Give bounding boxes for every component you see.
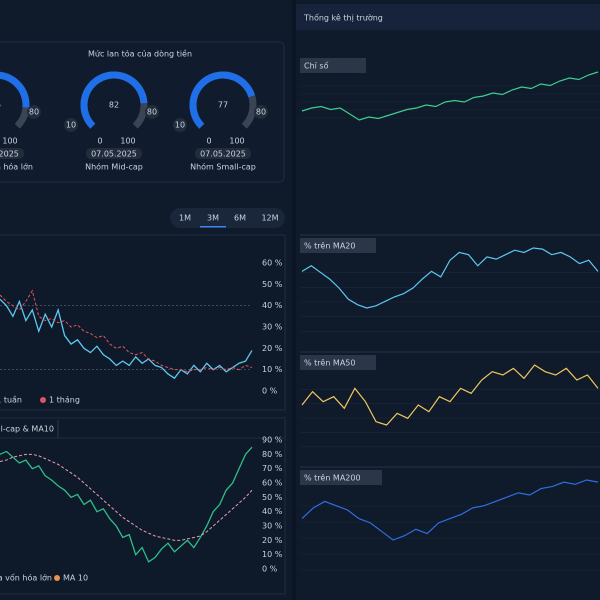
gauge-marker xyxy=(27,105,41,119)
gauge-value xyxy=(0,71,30,108)
gauge-left: 10 xyxy=(66,121,76,130)
legend-dot xyxy=(54,575,60,581)
y-tick-label: 20 % xyxy=(262,344,283,353)
gauge-marker xyxy=(145,105,159,119)
y-tick-label: 40 % xyxy=(262,301,283,310)
panel-label-bg xyxy=(300,355,376,370)
y-tick-label: 50 % xyxy=(262,493,283,502)
legend-dot xyxy=(40,397,46,403)
data-line xyxy=(0,298,253,380)
gauge-value-label: 77 xyxy=(218,101,228,110)
y-tick-label: 30 % xyxy=(262,323,283,332)
gauge-right: 80 xyxy=(147,108,157,117)
chart-card xyxy=(0,234,286,411)
gauge-value-label: 85 xyxy=(0,101,1,110)
legend-label: 1 tuần xyxy=(0,395,22,405)
y-tick-label: 30 % xyxy=(262,522,283,531)
y-tick-label: 40 % xyxy=(262,507,283,516)
gauge-right: 80 xyxy=(256,108,266,117)
legend-label: MA 10 xyxy=(63,574,88,583)
data-line xyxy=(0,289,253,373)
period-button[interactable]: 1M xyxy=(179,214,191,223)
panel-label: Chỉ số xyxy=(304,61,329,71)
data-line xyxy=(0,453,253,541)
gauge-marker xyxy=(173,118,187,132)
y-tick-label: 0 % xyxy=(262,565,278,574)
y-tick-label: 0 % xyxy=(262,387,278,396)
legend-label: Mức lan tỏa vốn hóa lớn xyxy=(0,573,52,583)
y-tick-label: 50 % xyxy=(262,280,283,289)
gauge-marker xyxy=(64,118,78,132)
gauge-right: 80 xyxy=(29,108,39,117)
right-header xyxy=(296,4,600,30)
y-tick-label: 10 % xyxy=(262,365,283,374)
panel-label: % trên MA20 xyxy=(304,241,355,251)
period-button[interactable]: 12M xyxy=(261,214,278,223)
chart-tab: Small-cap & MA10 xyxy=(0,425,54,434)
gauge-date: 07.05.2025 xyxy=(91,150,137,159)
gauge-max: 100 xyxy=(229,137,244,146)
date-pill xyxy=(195,148,251,159)
gauge-date: 07.05.2025 xyxy=(0,150,19,159)
flow-title: Mức lan tỏa của dòng tiền xyxy=(88,49,192,59)
panel-label-bg xyxy=(300,238,376,253)
data-line xyxy=(301,71,599,121)
panel-label-bg xyxy=(300,470,382,485)
gauge-date: 07.05.2025 xyxy=(200,150,246,159)
gauge-track xyxy=(0,71,30,129)
legend-label: 1 tháng xyxy=(49,396,80,405)
chart-card xyxy=(0,417,286,595)
y-tick-label: 90 % xyxy=(262,436,283,445)
gauge-value xyxy=(80,71,148,129)
data-line xyxy=(301,247,599,309)
period-underline xyxy=(200,226,226,228)
y-tick-label: 60 % xyxy=(262,479,283,488)
right-panel xyxy=(296,0,600,600)
panel-label: % trên MA200 xyxy=(304,473,361,483)
y-tick-label: 80 % xyxy=(262,450,283,459)
gauge-min: 0 xyxy=(97,137,102,146)
gauge-min: 0 xyxy=(206,137,211,146)
gauge-name: Nhóm Small-cap xyxy=(190,162,256,172)
gauge-value-label: 82 xyxy=(109,101,119,110)
date-pill xyxy=(0,148,24,159)
data-line xyxy=(0,446,253,563)
y-tick-label: 10 % xyxy=(262,550,283,559)
period-group xyxy=(170,208,285,228)
data-line xyxy=(301,479,599,541)
panel-label: % trên MA50 xyxy=(304,358,355,368)
panel-label-bg xyxy=(300,58,366,73)
date-pill xyxy=(86,148,142,159)
period-button[interactable]: 6M xyxy=(234,214,246,223)
y-tick-label: 20 % xyxy=(262,536,283,545)
gauge-max: 100 xyxy=(120,137,135,146)
gauge-left: 10 xyxy=(175,121,185,130)
gauge-name: Nhóm Vốn hóa lớn xyxy=(0,162,33,172)
period-button[interactable]: 3M xyxy=(207,214,219,223)
y-tick-label: 60 % xyxy=(262,259,283,268)
gauge-max: 100 xyxy=(2,137,17,146)
gauge-marker xyxy=(254,105,268,119)
gauge-value xyxy=(189,71,256,129)
y-tick-label: 70 % xyxy=(262,464,283,473)
data-line xyxy=(301,364,599,426)
market-title: Thống kê thị trường xyxy=(303,13,383,24)
gauge-name: Nhóm Mid-cap xyxy=(85,162,143,172)
